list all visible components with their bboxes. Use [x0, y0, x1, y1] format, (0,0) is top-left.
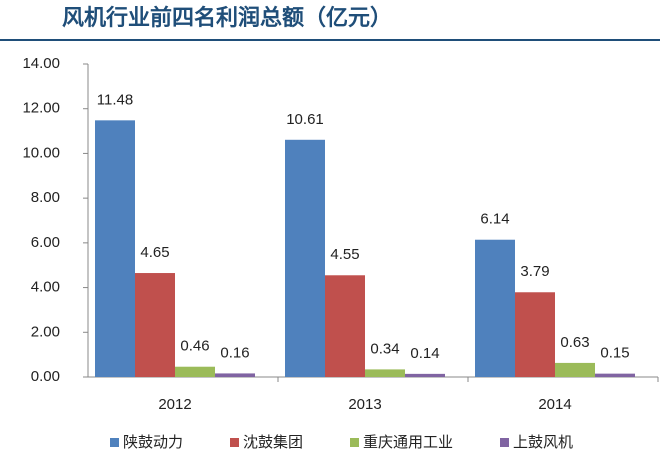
value-label: 0.46 [180, 338, 209, 355]
value-label: 11.48 [97, 91, 133, 108]
bar [405, 373, 445, 377]
y-tick-label: 12.00 [22, 100, 60, 117]
value-label: 3.79 [520, 263, 549, 280]
legend-swatch [110, 438, 119, 447]
x-tick-label: 2012 [158, 396, 191, 413]
legend-swatch [500, 438, 509, 447]
y-tick-label: 2.00 [31, 323, 60, 340]
legend-swatch [350, 438, 359, 447]
bar [515, 292, 555, 377]
legend-label: 上鼓风机 [513, 434, 573, 451]
x-tick-label: 2013 [348, 396, 381, 413]
legend-label: 沈鼓集团 [243, 434, 303, 451]
bar [475, 239, 515, 377]
value-label: 0.34 [370, 340, 399, 357]
value-label: 6.14 [480, 211, 509, 228]
y-tick-label: 8.00 [31, 189, 60, 206]
y-tick-label: 6.00 [31, 234, 60, 251]
value-label: 4.55 [330, 246, 359, 263]
bar [555, 362, 595, 377]
bar [285, 139, 325, 377]
bar [325, 275, 365, 377]
x-tick-label: 2014 [538, 396, 571, 413]
bar [595, 373, 635, 377]
bar [215, 373, 255, 377]
y-tick-label: 4.00 [31, 279, 60, 296]
value-label: 0.15 [600, 345, 629, 362]
value-label: 0.14 [410, 345, 439, 362]
y-tick-label: 14.00 [22, 55, 60, 72]
y-tick-label: 0.00 [31, 368, 60, 385]
bar [95, 120, 135, 377]
value-label: 0.16 [220, 344, 249, 361]
legend-label: 重庆通用工业 [363, 434, 453, 451]
value-label: 4.65 [140, 244, 169, 261]
bar [175, 366, 215, 377]
value-label: 0.63 [560, 334, 589, 351]
y-tick-label: 10.00 [22, 144, 60, 161]
legend-swatch [230, 438, 239, 447]
legend-label: 陕鼓动力 [123, 434, 183, 451]
value-label: 10.61 [286, 111, 324, 128]
bar [365, 369, 405, 377]
chart-title: 风机行业前四名利润总额（亿元） [62, 5, 392, 30]
bar [135, 273, 175, 377]
